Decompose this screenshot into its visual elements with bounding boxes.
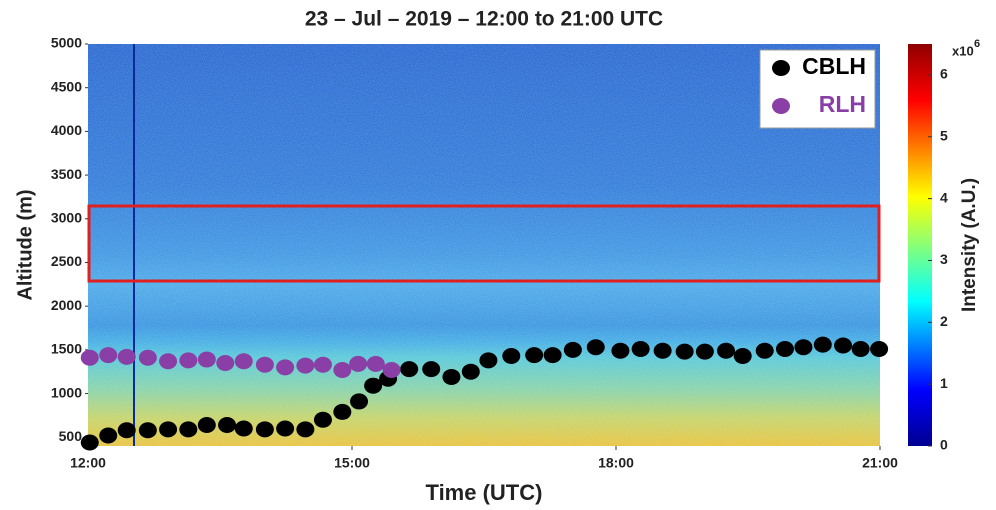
data-point [296, 357, 315, 374]
data-point [197, 351, 216, 368]
data-point [813, 336, 832, 353]
y-tick-label: 3000 [51, 209, 82, 225]
data-point [159, 353, 178, 370]
data-point [775, 340, 794, 357]
legend-marker [772, 60, 790, 76]
data-point [794, 339, 813, 356]
data-point [349, 355, 368, 372]
data-point [117, 422, 136, 439]
x-axis-title: Time (UTC) [426, 480, 543, 505]
legend-label: CBLH [802, 53, 866, 79]
data-point [350, 393, 369, 410]
chart-title: 23 – Jul – 2019 – 12:00 to 21:00 UTC [305, 8, 663, 31]
data-point [313, 356, 332, 373]
data-point [234, 353, 253, 370]
colorbar-title: Intensity (A.U.) [959, 178, 980, 312]
data-point [870, 340, 889, 357]
colorbar-tick-label: 5 [940, 127, 948, 143]
data-point [276, 420, 295, 437]
data-point [675, 343, 694, 360]
data-point [234, 420, 253, 437]
data-point [138, 422, 157, 439]
data-point [197, 417, 216, 434]
data-point [313, 411, 332, 428]
colorbar-scale: x10 [952, 43, 974, 58]
data-point [543, 347, 562, 364]
y-tick-label: 3500 [51, 166, 82, 182]
legend-marker [772, 98, 790, 114]
data-point [255, 356, 274, 373]
data-point [333, 361, 352, 378]
y-tick-label: 5000 [51, 35, 82, 51]
data-point [296, 421, 315, 438]
data-point [479, 352, 498, 369]
data-point [834, 337, 853, 354]
data-point [80, 434, 99, 451]
data-point [631, 340, 650, 357]
y-tick-label: 1500 [51, 341, 82, 357]
highlight-box [87, 204, 881, 283]
colorbar-tick-label: 2 [940, 313, 948, 329]
data-point [255, 421, 274, 438]
data-point [99, 347, 118, 364]
data-point [851, 340, 870, 357]
data-point [586, 339, 605, 356]
data-point [179, 421, 198, 438]
colorbar-tick-label: 1 [940, 375, 948, 391]
y-tick-label: 2000 [51, 297, 82, 313]
data-point [755, 342, 774, 359]
legend-label: RLH [819, 91, 866, 117]
data-point [733, 347, 752, 364]
data-point [138, 349, 157, 366]
colorbar-tick-label: 4 [940, 189, 948, 205]
data-point [695, 343, 714, 360]
y-tick-label: 4000 [51, 122, 82, 138]
data-point [563, 341, 582, 358]
data-point [364, 377, 383, 394]
heatmap-texture [88, 44, 880, 446]
data-point [179, 352, 198, 369]
data-point [99, 427, 118, 444]
data-point [218, 417, 237, 434]
data-point [159, 421, 178, 438]
data-point [461, 363, 480, 380]
data-point [117, 348, 136, 365]
x-tick-label: 12:00 [70, 455, 106, 471]
data-point [502, 347, 521, 364]
data-point [422, 361, 441, 378]
colorbar [908, 44, 932, 446]
data-point [333, 403, 352, 420]
data-point [276, 359, 295, 376]
colorbar-exponent: 6 [974, 38, 980, 50]
y-tick-label: 500 [59, 428, 83, 444]
colorbar-tick-label: 3 [940, 251, 948, 267]
data-point [400, 361, 419, 378]
x-tick-label: 21:00 [862, 455, 898, 471]
y-axis-title: Altitude (m) [14, 189, 36, 300]
data-point [80, 349, 99, 366]
x-tick-label: 15:00 [334, 455, 370, 471]
x-tick-label: 18:00 [598, 455, 634, 471]
colorbar-tick-label: 0 [940, 437, 948, 453]
data-point [382, 361, 401, 378]
data-point [442, 368, 461, 385]
data-point [653, 342, 672, 359]
data-point [525, 347, 544, 364]
y-tick-label: 2500 [51, 253, 82, 269]
data-point [366, 355, 385, 372]
data-point [216, 354, 235, 371]
data-point [611, 342, 630, 359]
y-tick-label: 1000 [51, 384, 82, 400]
data-point [717, 342, 735, 359]
colorbar-tick-label: 6 [940, 66, 948, 82]
y-tick-label: 4500 [51, 78, 82, 94]
